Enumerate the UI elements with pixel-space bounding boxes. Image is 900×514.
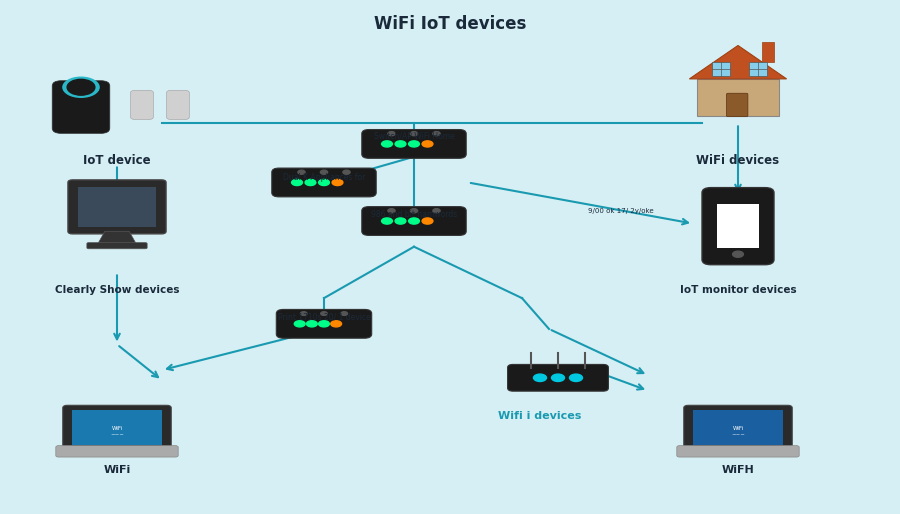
Circle shape bbox=[320, 170, 328, 174]
Text: Clearly Show devices: Clearly Show devices bbox=[55, 285, 179, 295]
Text: 986 and bit hamwords: 986 and bit hamwords bbox=[371, 210, 457, 219]
Circle shape bbox=[733, 251, 743, 258]
Circle shape bbox=[570, 374, 582, 381]
Circle shape bbox=[534, 374, 546, 381]
Circle shape bbox=[305, 179, 316, 186]
Text: Wifi i devices: Wifi i devices bbox=[499, 411, 581, 421]
Polygon shape bbox=[762, 42, 774, 62]
Circle shape bbox=[422, 218, 433, 224]
FancyBboxPatch shape bbox=[68, 180, 166, 234]
Text: WiFH: WiFH bbox=[722, 465, 754, 475]
Circle shape bbox=[332, 179, 343, 186]
Circle shape bbox=[319, 179, 329, 186]
FancyBboxPatch shape bbox=[508, 364, 608, 391]
Circle shape bbox=[68, 79, 94, 95]
Circle shape bbox=[409, 141, 419, 147]
FancyBboxPatch shape bbox=[63, 405, 171, 450]
FancyBboxPatch shape bbox=[362, 207, 466, 235]
FancyBboxPatch shape bbox=[362, 130, 466, 158]
Circle shape bbox=[395, 218, 406, 224]
Circle shape bbox=[433, 132, 440, 136]
Text: Dual K Appliances for: Dual K Appliances for bbox=[283, 173, 365, 182]
FancyBboxPatch shape bbox=[276, 309, 372, 338]
FancyBboxPatch shape bbox=[702, 188, 774, 265]
FancyBboxPatch shape bbox=[717, 204, 759, 248]
Circle shape bbox=[343, 170, 350, 174]
Circle shape bbox=[433, 209, 440, 213]
Circle shape bbox=[301, 311, 307, 316]
Circle shape bbox=[388, 132, 395, 136]
Text: WiFi
~~~: WiFi ~~~ bbox=[731, 426, 745, 437]
Circle shape bbox=[320, 311, 328, 316]
Text: IoT device: IoT device bbox=[83, 155, 151, 168]
FancyBboxPatch shape bbox=[712, 62, 730, 76]
FancyBboxPatch shape bbox=[72, 410, 162, 445]
Circle shape bbox=[395, 141, 406, 147]
FancyBboxPatch shape bbox=[87, 243, 148, 249]
Circle shape bbox=[298, 170, 305, 174]
Polygon shape bbox=[698, 79, 778, 116]
FancyBboxPatch shape bbox=[693, 410, 783, 445]
Circle shape bbox=[410, 209, 418, 213]
Circle shape bbox=[292, 179, 302, 186]
FancyBboxPatch shape bbox=[52, 81, 110, 133]
Polygon shape bbox=[97, 231, 137, 246]
FancyBboxPatch shape bbox=[750, 62, 767, 76]
FancyBboxPatch shape bbox=[677, 446, 799, 457]
FancyBboxPatch shape bbox=[272, 168, 376, 197]
Circle shape bbox=[382, 218, 392, 224]
Circle shape bbox=[382, 141, 392, 147]
FancyBboxPatch shape bbox=[130, 90, 153, 119]
Circle shape bbox=[409, 218, 419, 224]
Text: 9/00 ok 17/ 2y/oke: 9/00 ok 17/ 2y/oke bbox=[589, 208, 653, 214]
Circle shape bbox=[388, 209, 395, 213]
Circle shape bbox=[294, 321, 305, 327]
Text: Switch/AP WiFi Home: Switch/AP WiFi Home bbox=[374, 132, 454, 141]
Circle shape bbox=[552, 374, 564, 381]
FancyBboxPatch shape bbox=[56, 446, 178, 457]
Text: WiFi devices: WiFi devices bbox=[697, 155, 779, 168]
Circle shape bbox=[62, 77, 100, 98]
FancyBboxPatch shape bbox=[78, 187, 156, 227]
Circle shape bbox=[341, 311, 347, 316]
Circle shape bbox=[422, 141, 433, 147]
FancyBboxPatch shape bbox=[726, 93, 748, 117]
FancyBboxPatch shape bbox=[166, 90, 189, 119]
Polygon shape bbox=[689, 46, 787, 79]
Circle shape bbox=[410, 132, 418, 136]
Text: WiFi
~~~: WiFi ~~~ bbox=[110, 426, 124, 437]
Text: WiFi: WiFi bbox=[104, 465, 130, 475]
Circle shape bbox=[319, 321, 329, 327]
Text: WiFi IoT devices: WiFi IoT devices bbox=[374, 15, 526, 33]
Text: Print 1710s 20/ 1 device: Print 1710s 20/ 1 device bbox=[277, 313, 371, 322]
Circle shape bbox=[331, 321, 341, 327]
Text: IoT monitor devices: IoT monitor devices bbox=[680, 285, 796, 295]
Circle shape bbox=[306, 321, 317, 327]
FancyBboxPatch shape bbox=[684, 405, 792, 450]
